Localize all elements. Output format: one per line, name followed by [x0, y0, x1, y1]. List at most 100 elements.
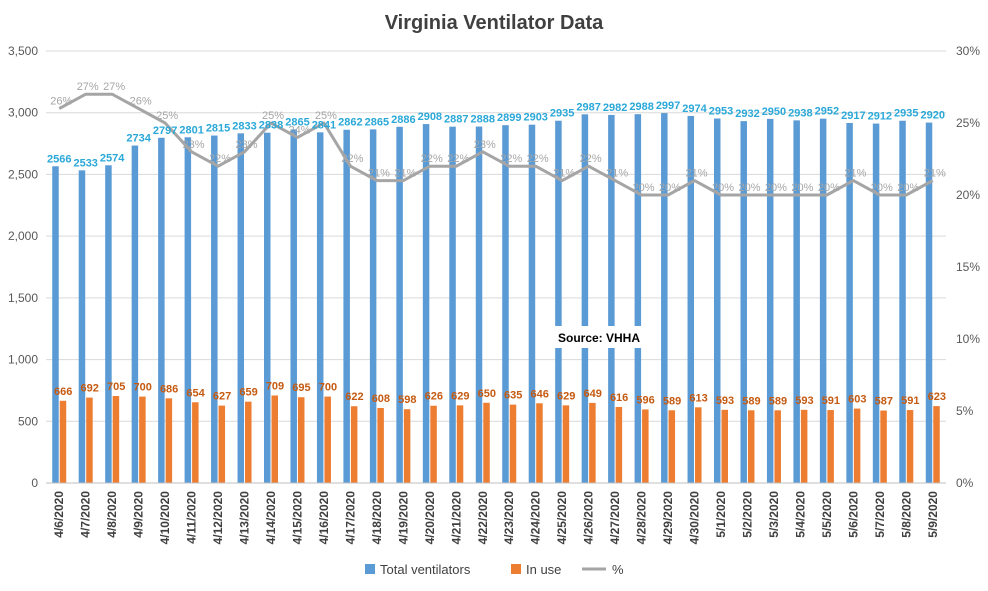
bar-in-use — [165, 398, 173, 483]
bar-in-use — [112, 395, 120, 483]
data-label-in-use: 626 — [425, 391, 443, 403]
x-tick-label: 4/24/2020 — [529, 491, 543, 545]
bar-total-ventilators — [925, 122, 933, 484]
bar-total-ventilators — [714, 118, 721, 483]
bar-in-use — [86, 397, 93, 483]
data-label-in-use: 650 — [478, 388, 496, 400]
data-label-total: 2887 — [444, 114, 468, 126]
percent-series-line — [58, 92, 934, 197]
data-label-in-use: 593 — [716, 395, 734, 407]
data-label-percent: 21% — [844, 168, 866, 180]
data-label-total: 2903 — [523, 112, 547, 124]
data-label-total: 2833 — [232, 120, 256, 132]
bar-in-use — [350, 406, 358, 483]
bars — [52, 113, 940, 484]
data-label-percent: 21% — [686, 168, 708, 180]
x-tick-label: 5/4/2020 — [793, 491, 807, 538]
data-label-in-use: 593 — [795, 395, 813, 407]
x-tick-label: 4/7/2020 — [79, 491, 93, 538]
bar-total-ventilators — [158, 137, 165, 484]
bar-total-ventilators — [846, 122, 853, 483]
data-label-total: 2917 — [841, 110, 865, 122]
bar-total-ventilators — [290, 129, 297, 483]
bar-in-use — [218, 405, 226, 483]
bar-in-use — [403, 409, 411, 483]
data-label-in-use: 587 — [875, 396, 893, 408]
data-label-total: 2953 — [709, 106, 733, 118]
data-label-percent: 26% — [130, 96, 152, 108]
bar-total-ventilators — [422, 124, 430, 484]
source-annotation-box — [549, 326, 649, 348]
bar-in-use — [536, 403, 543, 483]
x-tick-label: 4/12/2020 — [211, 491, 225, 545]
data-label-in-use: 627 — [213, 391, 231, 403]
bar-in-use — [271, 395, 278, 483]
data-label-percent: 22% — [209, 153, 231, 165]
y-tick-label: 3,500 — [8, 44, 38, 58]
y-tick-label: 500 — [18, 414, 38, 428]
bar-total-ventilators — [528, 124, 536, 483]
y2-tick-label: 15% — [956, 260, 980, 274]
x-tick-label: 4/18/2020 — [370, 491, 384, 545]
bar-in-use — [880, 410, 887, 483]
bar-total-ventilators — [661, 113, 668, 484]
legend-swatch — [365, 564, 375, 574]
y-tick-label: 1,500 — [8, 291, 38, 305]
x-tick-label: 4/25/2020 — [555, 491, 569, 545]
data-label-total: 2950 — [762, 106, 786, 118]
y-tick-label: 3,000 — [8, 106, 38, 120]
bar-total-ventilators — [766, 118, 774, 483]
y-axis-left: 0 500 1,000 1,500 2,000 2,500 3,000 3,500 — [8, 44, 38, 490]
data-label-total: 2908 — [418, 111, 442, 123]
x-tick-label: 4/8/2020 — [105, 491, 119, 538]
legend-label: % — [612, 562, 624, 577]
data-label-total: 2841 — [312, 119, 336, 131]
data-label-in-use: 613 — [689, 392, 707, 404]
data-label-total: 2899 — [497, 112, 521, 124]
bar-total-ventilators — [740, 121, 747, 484]
data-label-percent: 20% — [738, 182, 760, 194]
bar-total-ventilators — [131, 145, 139, 484]
data-label-percent: 20% — [659, 182, 681, 194]
data-label-in-use: 616 — [610, 392, 628, 404]
data-label-in-use: 692 — [81, 383, 99, 395]
data-label-percent: 22% — [500, 153, 522, 165]
y2-tick-label: 30% — [956, 44, 980, 58]
data-label-percent: 22% — [527, 153, 549, 165]
data-label-total: 2935 — [550, 108, 574, 120]
data-label-in-use: 649 — [583, 388, 601, 400]
bar-in-use — [59, 400, 67, 483]
x-tick-label: 4/13/2020 — [238, 491, 252, 545]
bar-total-ventilators — [634, 114, 642, 483]
bar-total-ventilators — [52, 166, 59, 483]
x-tick-label: 4/22/2020 — [476, 491, 490, 545]
data-label-in-use: 598 — [398, 394, 416, 406]
y-tick-label: 2,500 — [8, 167, 38, 181]
data-label-total: 2865 — [285, 116, 309, 128]
data-label-total: 2574 — [100, 152, 125, 164]
bar-in-use — [139, 396, 146, 483]
data-label-in-use: 659 — [239, 387, 257, 399]
source-annotation: Source: VHHA — [549, 326, 649, 348]
x-tick-label: 5/9/2020 — [926, 491, 940, 538]
data-label-total: 2938 — [788, 107, 812, 119]
data-label-in-use: 700 — [319, 382, 337, 394]
y-tick-label: 2,000 — [8, 229, 38, 243]
bar-total-ventilators — [475, 126, 483, 484]
bar-in-use — [747, 410, 755, 483]
data-label-total: 2838 — [259, 120, 283, 132]
bar-total-ventilators — [555, 120, 562, 483]
data-label-total: 2801 — [179, 124, 203, 136]
bar-in-use — [721, 409, 728, 483]
x-tick-label: 4/15/2020 — [290, 491, 304, 545]
bar-total-ventilators — [237, 133, 245, 484]
data-label-total: 2920 — [921, 110, 945, 122]
bar-total-ventilators — [899, 120, 906, 483]
data-label-percent: 27% — [103, 81, 125, 93]
data-label-total: 2886 — [391, 114, 415, 126]
bar-in-use — [483, 402, 490, 483]
data-label-in-use: 695 — [292, 382, 310, 394]
data-label-in-use: 709 — [266, 380, 284, 392]
x-tick-label: 5/1/2020 — [714, 491, 728, 538]
